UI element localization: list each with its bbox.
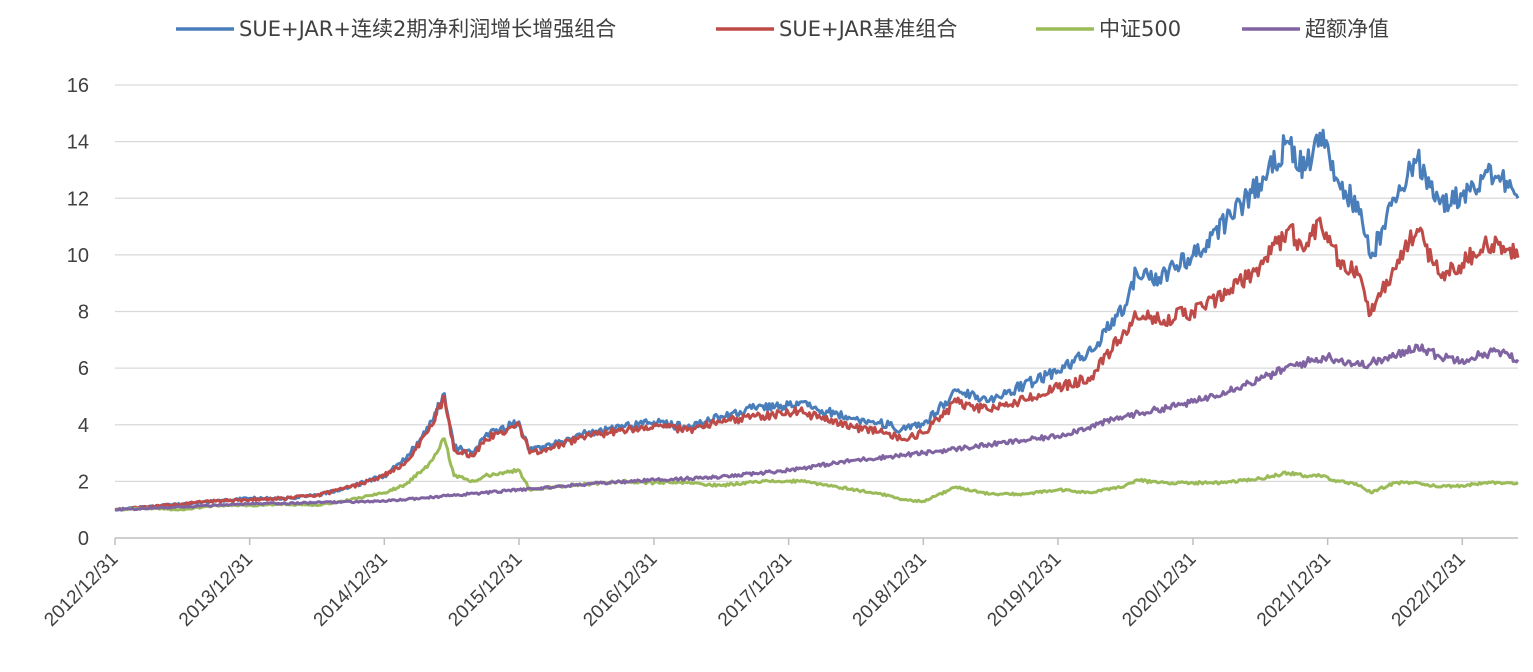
series-line-2 xyxy=(114,216,1520,512)
y-tick-label: 16 xyxy=(67,75,89,97)
x-tick-label: 2021/12/31 xyxy=(1253,549,1335,631)
y-axis: 0 2 4 6 8 10 12 14 16 xyxy=(67,75,89,550)
x-axis: 2012/12/31 2013/12/31 2014/12/31 2015/12/31… xyxy=(40,537,1518,631)
legend-label: SUE+JAR+连续2期净利润增长增强组合 xyxy=(239,17,616,41)
x-tick-label: 2019/12/31 xyxy=(983,549,1065,631)
y-tick-label: 14 xyxy=(67,132,89,154)
x-tick-label: 2017/12/31 xyxy=(714,549,796,631)
x-tick-label: 2016/12/31 xyxy=(579,549,661,631)
legend-label: 超额净值 xyxy=(1305,17,1389,41)
y-tick-label: 4 xyxy=(78,415,89,437)
x-tick-label: 2015/12/31 xyxy=(444,549,526,631)
y-tick-label: 0 xyxy=(78,528,89,550)
x-tick-label: 2018/12/31 xyxy=(849,549,931,631)
series-line-3 xyxy=(114,437,1519,512)
x-tick-label: 2020/12/31 xyxy=(1118,549,1200,631)
y-tick-label: 2 xyxy=(78,471,89,493)
legend-label: SUE+JAR基准组合 xyxy=(779,17,957,41)
legend-label: 中证500 xyxy=(1099,17,1181,41)
y-tick-label: 10 xyxy=(67,245,89,267)
y-tick-label: 6 xyxy=(78,358,89,380)
series-line-4 xyxy=(114,343,1520,512)
x-tick-label: 2013/12/31 xyxy=(175,549,257,631)
x-tick-label: 2014/12/31 xyxy=(310,549,392,631)
y-tick-label: 8 xyxy=(78,302,89,324)
x-tick-label: 2012/12/31 xyxy=(40,549,122,631)
series-line-1 xyxy=(114,128,1520,512)
x-tick-label: 2022/12/31 xyxy=(1388,549,1470,631)
chart-series-group xyxy=(114,128,1520,512)
chart-gridlines xyxy=(115,84,1518,482)
chart-legend: SUE+JAR+连续2期净利润增长增强组合 SUE+JAR基准组合 中证500 超额净… xyxy=(176,17,1389,41)
y-tick-label: 12 xyxy=(67,188,89,210)
